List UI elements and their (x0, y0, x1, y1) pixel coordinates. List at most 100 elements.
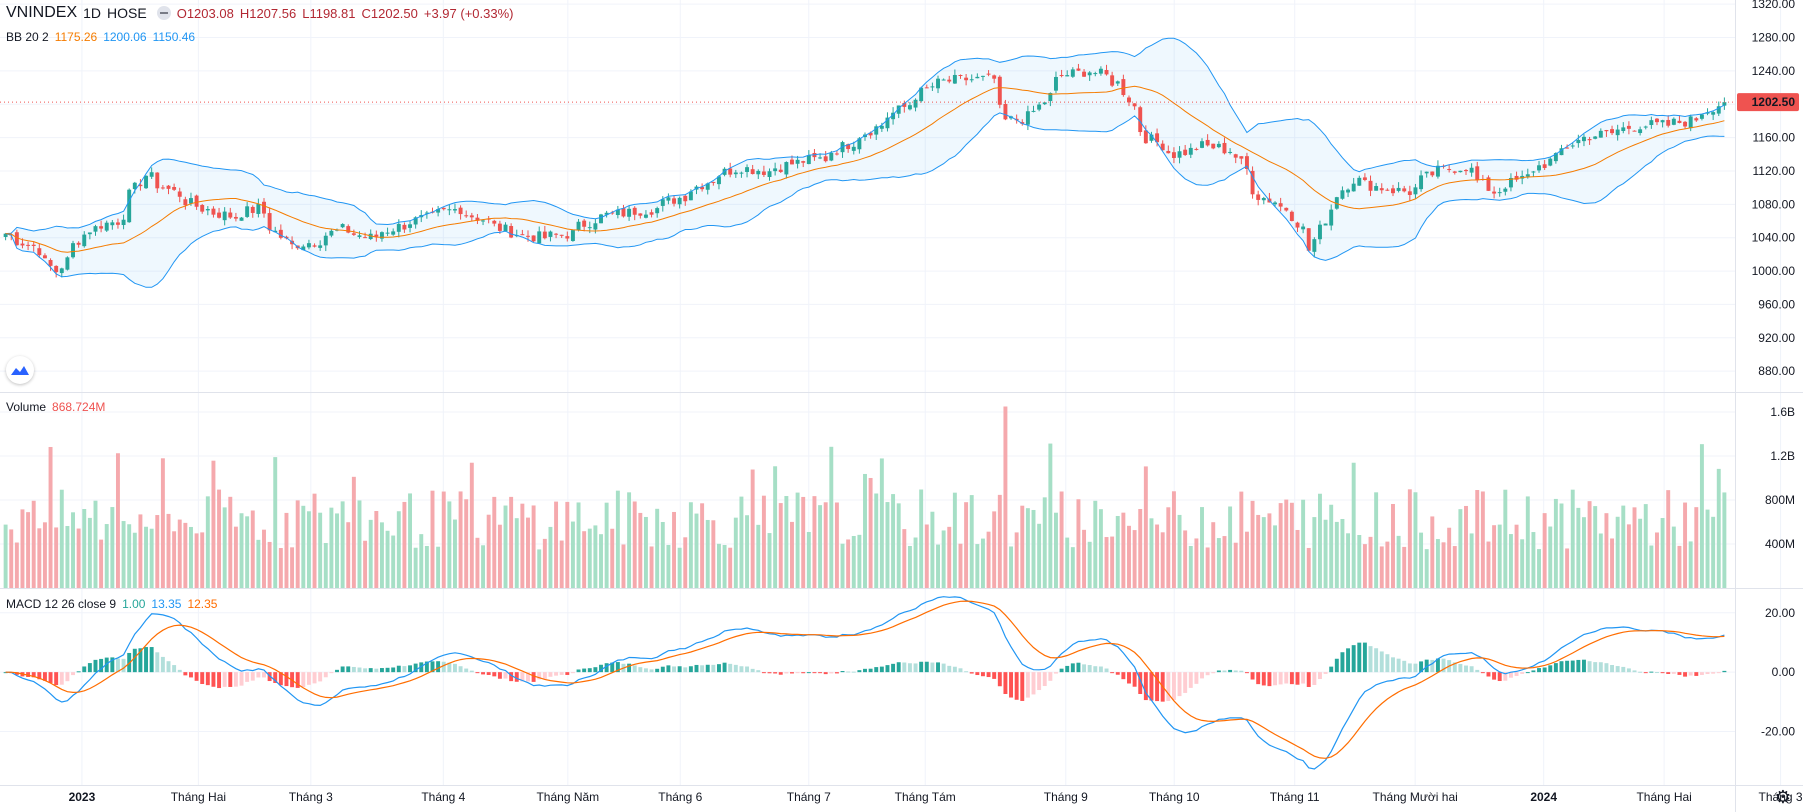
candle-body (1222, 142, 1227, 154)
volume-bar (542, 538, 547, 588)
macd-histogram-bar (1643, 672, 1648, 674)
volume-bar (1087, 541, 1092, 588)
time-tick-label: Tháng 10 (1149, 790, 1200, 804)
settings-gear-icon[interactable]: ⚙ (1774, 787, 1791, 807)
macd-histogram-bar (1492, 672, 1497, 680)
volume-bar (245, 516, 250, 588)
macd-histogram-bar (1138, 672, 1143, 694)
time-axis[interactable]: 2023 Tháng Hai Tháng 3 Tháng 4 Tháng Năm Thán… (69, 790, 1803, 804)
macd-histogram-bar (1705, 672, 1710, 675)
volume-bar (1121, 512, 1126, 588)
volume-bar (1699, 444, 1704, 588)
volume-bar (211, 460, 216, 588)
bb-label[interactable]: BB 20 2 (6, 30, 49, 44)
volume-bar (526, 517, 530, 588)
candle-body (509, 226, 514, 238)
candle-body (1082, 71, 1087, 77)
macd-histogram-bar (599, 664, 603, 673)
volume-bar (997, 494, 1002, 588)
candle-body (1228, 151, 1233, 153)
volume-bar (885, 502, 890, 588)
volume-bar (1379, 546, 1384, 588)
volume-bar (413, 547, 418, 588)
macd-histogram-bar (1042, 672, 1047, 687)
price-tick-label: 1280.00 (1752, 31, 1796, 45)
candle-body (745, 167, 750, 172)
macd-histogram-bar (217, 672, 222, 689)
symbol-legend[interactable]: VNINDEX 1D HOSE O1203.08 H1207.56 L1198.… (6, 4, 514, 22)
volume-label[interactable]: Volume (6, 400, 47, 414)
candle-body (672, 198, 676, 204)
candle-body (936, 78, 940, 89)
candle-body (761, 171, 766, 175)
macd-histogram-bar (1379, 651, 1384, 673)
candle-body (531, 235, 536, 242)
volume-bar (1211, 522, 1216, 588)
macd-histogram-bar (997, 672, 1002, 687)
volume-bar (475, 537, 480, 588)
candle-body (1413, 187, 1418, 195)
volume-bar (638, 512, 643, 588)
volume-bar (1655, 532, 1659, 588)
macd-histogram-bar (1031, 672, 1036, 695)
volume-bar (1267, 513, 1272, 588)
tradingview-logo-icon[interactable] (6, 356, 34, 384)
candle-body (1098, 68, 1103, 74)
volume-legend[interactable]: Volume 868.724M (6, 400, 105, 414)
time-tick-label: Tháng 3 (1759, 790, 1803, 804)
volume-bar (1559, 503, 1564, 588)
volume-bar (222, 507, 227, 588)
macd-histogram-bar (486, 672, 491, 675)
volume-bar (1503, 489, 1508, 588)
volume-bar (801, 496, 806, 588)
candle-body (1458, 170, 1463, 173)
candle-body (441, 207, 446, 210)
macd-histogram-bar (1228, 669, 1233, 673)
volume-bar (436, 546, 441, 588)
macd-label[interactable]: MACD 12 26 close 9 (6, 597, 117, 611)
macd-histogram-bar (256, 672, 261, 678)
volume-bar (1688, 541, 1693, 588)
macd-histogram-bar (520, 672, 525, 682)
candle-body (1357, 177, 1362, 186)
bollinger-band-fill (5, 38, 1725, 288)
volume-bar (138, 514, 143, 588)
macd-histogram-bar (368, 668, 373, 673)
candle-body (1295, 222, 1300, 228)
macd-legend[interactable]: MACD 12 26 close 9 1.00 13.35 12.35 (6, 597, 217, 611)
candle-body (655, 208, 660, 214)
macd-histogram-bar (761, 672, 766, 674)
macd-histogram-bar (374, 668, 379, 673)
bb-legend[interactable]: BB 20 2 1175.26 1200.06 1150.46 (6, 30, 195, 44)
volume-bar (177, 519, 182, 588)
macd-histogram-bar (514, 672, 519, 682)
volume-bar (1632, 507, 1637, 588)
candle-body (554, 233, 559, 235)
candle-body (267, 213, 272, 231)
volume-bar (306, 511, 311, 588)
candle-body (992, 75, 997, 79)
candle-body (1127, 97, 1131, 103)
volume-bar (396, 511, 401, 588)
macd-histogram-bar (1076, 662, 1081, 673)
volume-bar (278, 548, 283, 588)
candle-body (711, 181, 716, 183)
candle-body (834, 153, 839, 155)
volume-bar (54, 527, 59, 588)
price-axes[interactable]: 1320.001280.001240.001200.001160.001120.… (1737, 0, 1799, 739)
symbol-name[interactable]: VNINDEX (6, 4, 78, 21)
volume-tick-label: 1.6B (1770, 405, 1795, 419)
macd-histogram-bar (1688, 672, 1693, 676)
bb-upper-value: 1200.06 (103, 30, 147, 44)
volume-bar (790, 521, 794, 588)
macd-histogram-bar (469, 670, 474, 673)
macd-histogram-bar (1250, 672, 1255, 680)
macd-histogram-bar (801, 672, 806, 674)
volume-bar (1318, 493, 1322, 588)
candle-body (1711, 112, 1716, 115)
candle-body (784, 162, 789, 175)
candle-body (705, 183, 710, 190)
candle-body (1121, 79, 1126, 96)
volume-bar (1031, 509, 1036, 588)
